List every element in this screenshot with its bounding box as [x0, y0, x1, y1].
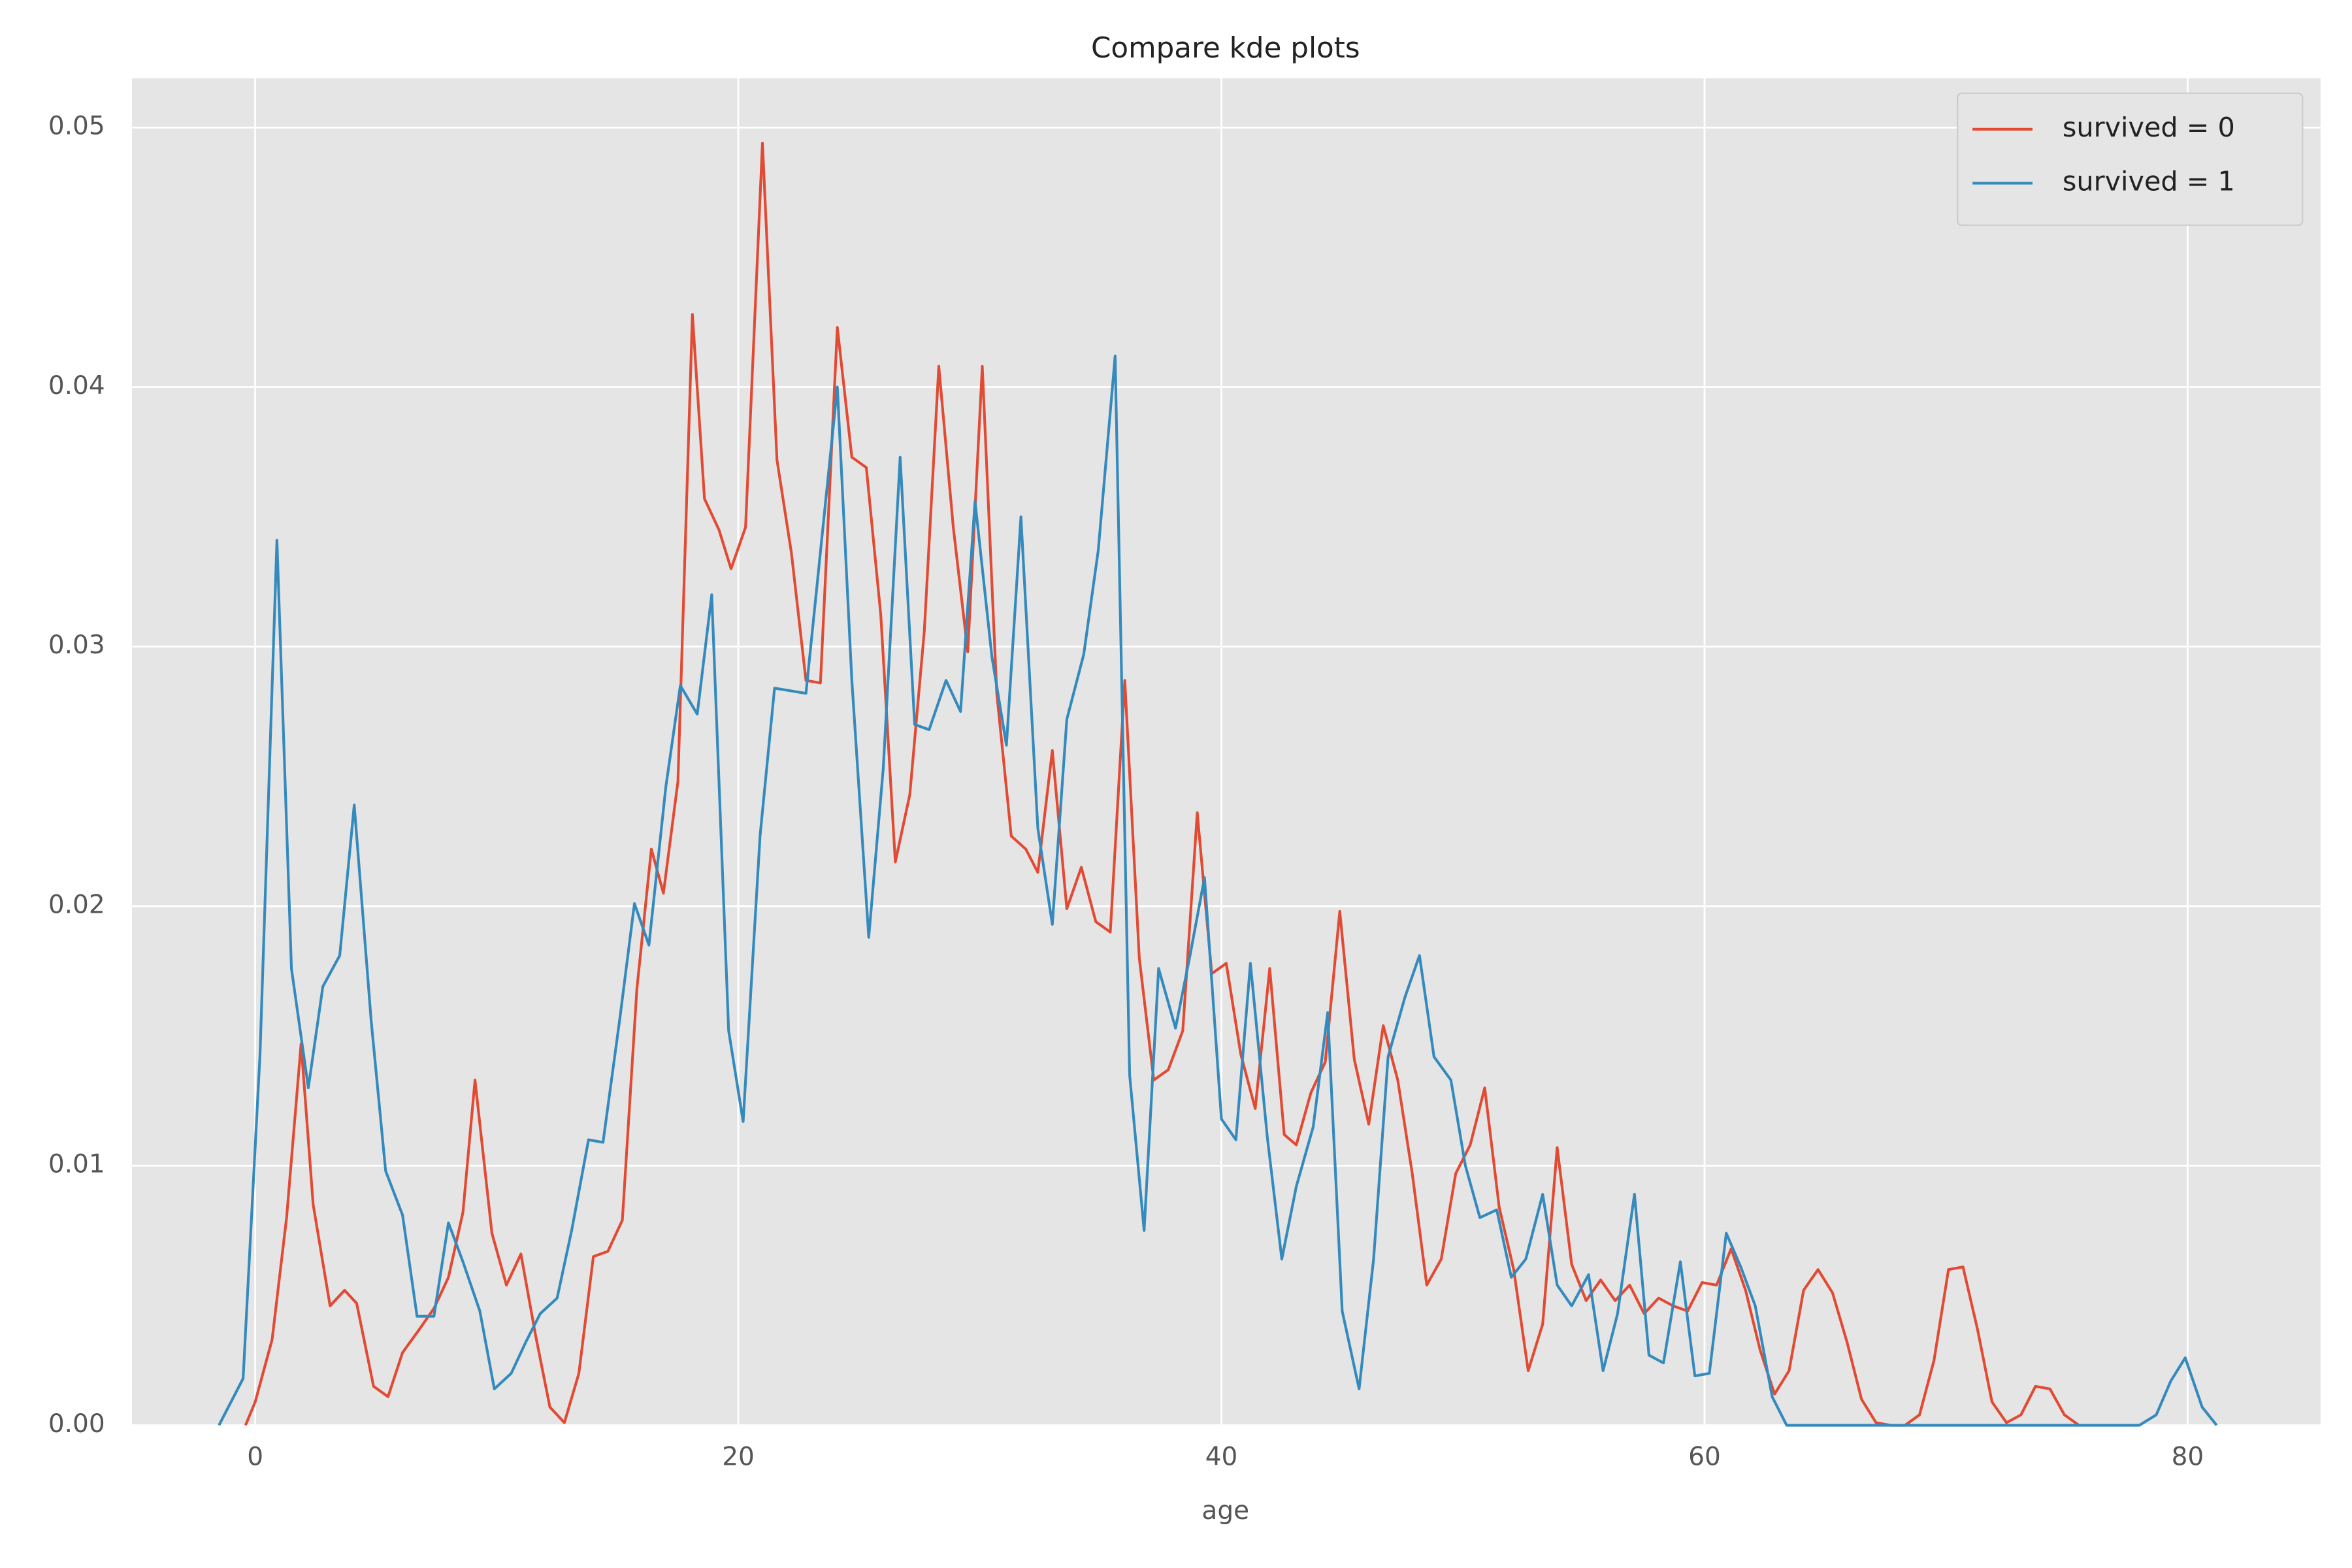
y-tick-label: 0.00 — [48, 1409, 105, 1439]
y-tick-label: 0.04 — [48, 371, 105, 400]
y-tick-label: 0.01 — [48, 1150, 105, 1179]
y-tick-label: 0.02 — [48, 890, 105, 920]
line-series — [244, 142, 2080, 1427]
x-tick-label: 60 — [1688, 1443, 1721, 1472]
legend-label: survived = 0 — [2063, 112, 2235, 143]
x-axis-label: age — [1201, 1496, 1249, 1526]
x-tick-label: 80 — [2172, 1443, 2204, 1472]
x-tick-label: 40 — [1205, 1443, 1238, 1472]
chart-title: Compare kde plots — [1091, 32, 1360, 65]
y-tick-label: 0.05 — [48, 112, 105, 141]
legend: survived = 0 survived = 1 — [1957, 92, 2304, 226]
x-tick-label: 20 — [722, 1443, 755, 1472]
plot-background — [132, 78, 2321, 1426]
legend-box — [1957, 92, 2304, 226]
y-tick-label: 0.03 — [48, 630, 105, 660]
x-tick-label: 0 — [247, 1443, 263, 1472]
legend-label: survived = 1 — [2063, 165, 2235, 197]
line-series — [218, 354, 2218, 1427]
